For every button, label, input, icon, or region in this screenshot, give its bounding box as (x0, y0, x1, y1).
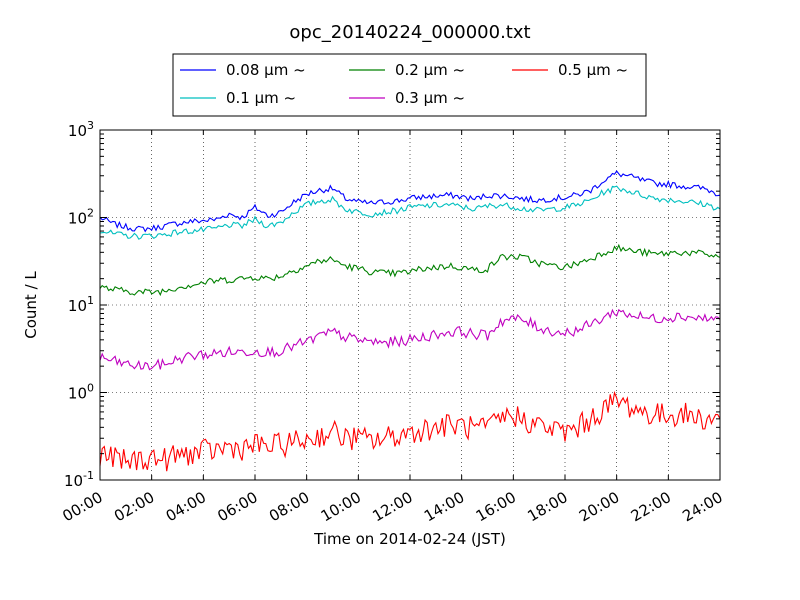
grid-lines (100, 130, 720, 480)
y-axis: 10-1 100 101 102 103 (64, 119, 720, 490)
x-axis-label: Time on 2014-02-24 (JST) (313, 530, 506, 548)
series-line (99, 243, 721, 297)
x-tick-label: 16:00 (473, 488, 519, 525)
series-lines (99, 170, 721, 472)
x-tick-label: 10:00 (318, 488, 364, 525)
legend-entry-label: 0.5 μm ~ (558, 61, 628, 79)
x-tick-label: 04:00 (163, 488, 209, 525)
legend-entry-label: 0.2 μm ~ (395, 61, 465, 79)
y-tick-label: 103 (68, 119, 94, 140)
x-tick-label: 08:00 (266, 488, 312, 525)
series-line (99, 390, 721, 472)
y-axis-label: Count / L (22, 271, 40, 339)
series-line (99, 170, 721, 233)
x-tick-label: 14:00 (421, 488, 467, 525)
series-line (99, 185, 721, 240)
y-tick-label: 100 (68, 382, 94, 403)
x-tick-label: 02:00 (111, 488, 157, 525)
x-tick-label: 22:00 (628, 488, 674, 525)
x-tick-label: 24:00 (679, 488, 725, 525)
x-tick-label: 20:00 (576, 488, 622, 525)
chart-title: opc_20140224_000000.txt (289, 22, 530, 43)
y-tick-label: 102 (68, 207, 94, 228)
x-tick-label: 06:00 (214, 488, 260, 525)
series-line (99, 308, 721, 371)
x-tick-label: 00:00 (59, 488, 105, 525)
x-axis: 00:00 02:00 04:00 06:00 08:00 10:00 12:00 14:00… (59, 130, 726, 525)
x-tick-label: 18:00 (524, 488, 570, 525)
y-tick-label: 10-1 (64, 469, 94, 490)
legend-entry-label: 0.08 μm ~ (226, 61, 306, 79)
legend-entry-label: 0.3 μm ~ (395, 89, 465, 107)
y-tick-label: 101 (68, 294, 94, 315)
legend-entry-label: 0.1 μm ~ (226, 89, 296, 107)
legend-box (172, 53, 647, 117)
legend: 0.08 μm ~ 0.1 μm ~ 0.2 μm ~ 0.3 μm ~ 0.5 μm … (172, 53, 647, 117)
x-tick-label: 12:00 (369, 488, 415, 525)
